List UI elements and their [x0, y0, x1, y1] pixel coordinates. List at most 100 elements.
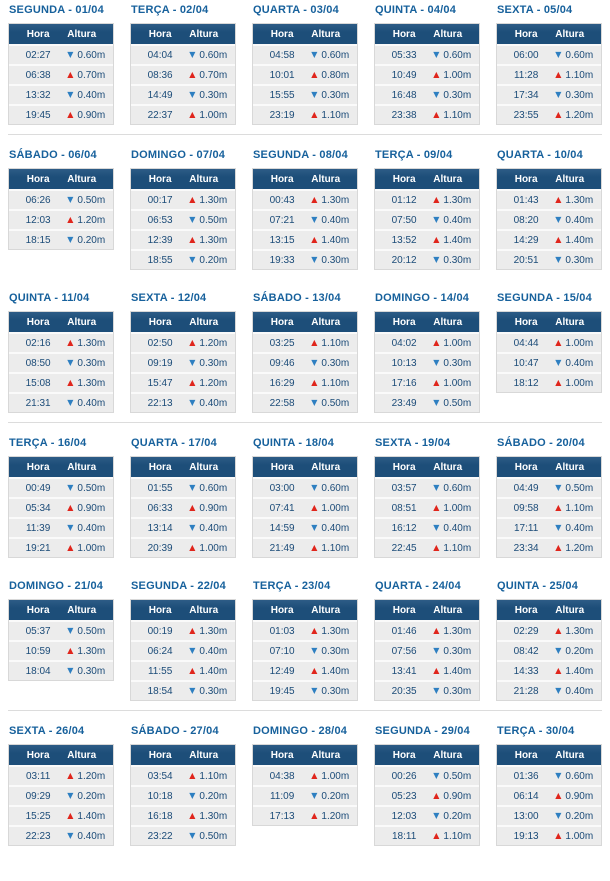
tide-rows: 02:50 ▲ 1.20m 09:19 ▼ 0.30m 15:47 ▲ 1.20m 22:13 ▼ 0… [131, 332, 235, 412]
tide-rising-icon: ▲ [433, 791, 440, 800]
tide-height-cell: ▼ 0.30m [67, 666, 113, 677]
tide-height-cell: ▼ 0.50m [433, 771, 479, 782]
tide-falling-icon: ▼ [311, 215, 318, 224]
tide-height: 1.10m [199, 770, 228, 782]
tide-time: 07:21 [269, 214, 295, 226]
tide-time: 06:33 [147, 502, 173, 514]
tide-table: Hora Altura 06:26 ▼ 0.50m 12:03 ▲ 1.20m 18:15 ▼… [8, 168, 114, 250]
tide-rising-icon: ▲ [555, 378, 562, 387]
tide-height: 0.40m [443, 214, 472, 226]
tide-entry-row: 22:13 ▼ 0.40m [131, 392, 235, 412]
tide-entry-row: 00:19 ▲ 1.30m [131, 620, 235, 640]
tide-entry-row: 01:12 ▲ 1.30m [375, 189, 479, 209]
tide-entry-row: 02:16 ▲ 1.30m [9, 332, 113, 352]
tide-height-cell: ▲ 1.10m [433, 543, 479, 554]
tide-rows: 05:37 ▼ 0.50m 10:59 ▲ 1.30m 18:04 ▼ 0.30m [9, 620, 113, 680]
tide-height-cell: ▼ 0.30m [67, 358, 113, 369]
tide-time: 22:45 [391, 542, 417, 554]
tide-time: 08:50 [25, 357, 51, 369]
tide-height-cell: ▲ 1.10m [311, 110, 357, 121]
tide-rows: 06:26 ▼ 0.50m 12:03 ▲ 1.20m 18:15 ▼ 0.20m [9, 189, 113, 249]
tide-entry-row: 07:50 ▼ 0.40m [375, 209, 479, 229]
tide-entry-row: 23:22 ▼ 0.50m [131, 825, 235, 845]
tide-entry-row: 18:15 ▼ 0.20m [9, 229, 113, 249]
tide-height: 1.00m [77, 542, 106, 554]
tide-table-header: Hora Altura [497, 312, 601, 332]
tide-falling-icon: ▼ [433, 50, 440, 59]
tide-rows: 06:00 ▼ 0.60m 11:28 ▲ 1.10m 17:34 ▼ 0.30m 23:55 ▲ 1… [497, 44, 601, 124]
altura-column-header: Altura [189, 749, 219, 761]
tide-height: 0.40m [321, 522, 350, 534]
tide-rising-icon: ▲ [67, 771, 74, 780]
day-title: TERÇA - 02/04 [131, 4, 209, 16]
tide-time: 02:16 [25, 337, 51, 349]
altura-column-header: Altura [67, 604, 97, 616]
tide-entry-row: 22:58 ▼ 0.50m [253, 392, 357, 412]
tide-height-cell: ▲ 1.30m [189, 811, 235, 822]
tide-entry-row: 13:41 ▲ 1.40m [375, 660, 479, 680]
tide-entry-row: 10:18 ▼ 0.20m [131, 785, 235, 805]
tide-table: Hora Altura 04:58 ▼ 0.60m 10:01 ▲ 0.80m 15:55 ▼… [252, 23, 358, 125]
tide-day-card: TERÇA - 30/04 Hora Altura 01:36 ▼ 0.60m 06:… [496, 725, 602, 846]
tide-falling-icon: ▼ [67, 523, 74, 532]
tide-time: 04:58 [269, 49, 295, 61]
tide-height: 1.40m [443, 665, 472, 677]
tide-height-cell: ▲ 1.10m [555, 70, 601, 81]
day-title: QUARTA - 17/04 [131, 437, 217, 449]
tide-rising-icon: ▲ [189, 666, 196, 675]
tide-time: 01:55 [147, 482, 173, 494]
tide-height: 1.30m [199, 810, 228, 822]
day-title: SEXTA - 05/04 [497, 4, 573, 16]
tide-height: 0.20m [199, 790, 228, 802]
tide-falling-icon: ▼ [67, 398, 74, 407]
altura-column-header: Altura [311, 461, 341, 473]
altura-column-header: Altura [67, 461, 97, 473]
tide-table: Hora Altura 01:36 ▼ 0.60m 06:14 ▲ 0.90m 13:00 ▼… [496, 744, 602, 846]
tide-height-cell: ▼ 0.60m [189, 50, 235, 61]
tide-height-cell: ▼ 0.50m [311, 398, 357, 409]
tide-entry-row: 21:31 ▼ 0.40m [9, 392, 113, 412]
hora-column-header: Hora [148, 316, 172, 328]
tide-entry-row: 16:48 ▼ 0.30m [375, 84, 479, 104]
tide-rising-icon: ▲ [555, 626, 562, 635]
tide-height-cell: ▼ 0.20m [311, 791, 357, 802]
tide-height-cell: ▲ 1.00m [189, 543, 235, 554]
tide-height-cell: ▲ 0.90m [433, 791, 479, 802]
hora-column-header: Hora [514, 28, 538, 40]
tide-entry-row: 17:34 ▼ 0.30m [497, 84, 601, 104]
tide-height: 1.40m [321, 665, 350, 677]
tide-rising-icon: ▲ [189, 811, 196, 820]
tide-falling-icon: ▼ [311, 50, 318, 59]
tide-height-cell: ▼ 0.20m [189, 255, 235, 266]
tide-time: 04:04 [147, 49, 173, 61]
tide-height-cell: ▼ 0.40m [555, 686, 601, 697]
tide-height-cell: ▼ 0.20m [67, 235, 113, 246]
altura-column-header: Altura [311, 749, 341, 761]
tide-day-card: QUARTA - 10/04 Hora Altura 01:43 ▲ 1.30m 08… [496, 149, 602, 270]
tide-table: Hora Altura 03:25 ▲ 1.10m 09:46 ▼ 0.30m 16:29 ▲… [252, 311, 358, 413]
tide-falling-icon: ▼ [189, 523, 196, 532]
tide-entry-row: 02:50 ▲ 1.20m [131, 332, 235, 352]
tide-rising-icon: ▲ [311, 70, 318, 79]
tide-time: 03:54 [147, 770, 173, 782]
tide-entry-row: 04:04 ▼ 0.60m [131, 44, 235, 64]
tide-falling-icon: ▼ [555, 771, 562, 780]
tide-height-cell: ▲ 1.00m [433, 378, 479, 389]
tide-height-cell: ▲ 1.30m [555, 195, 601, 206]
tide-table: Hora Altura 01:46 ▲ 1.30m 07:56 ▼ 0.30m 13:41 ▲… [374, 599, 480, 701]
tide-rows: 03:57 ▼ 0.60m 08:51 ▲ 1.00m 16:12 ▼ 0.40m 22:45 ▲ 1… [375, 477, 479, 557]
tide-time: 13:00 [513, 810, 539, 822]
tide-time: 19:33 [269, 254, 295, 266]
section-divider [8, 134, 602, 135]
tide-height-cell: ▼ 0.60m [189, 483, 235, 494]
tide-height-cell: ▼ 0.60m [433, 483, 479, 494]
tide-rising-icon: ▲ [433, 235, 440, 244]
tide-table-header: Hora Altura [131, 745, 235, 765]
tide-entry-row: 16:18 ▲ 1.30m [131, 805, 235, 825]
week-row: DOMINGO - 21/04 Hora Altura 05:37 ▼ 0.50m 1… [8, 580, 602, 701]
tide-entry-row: 01:36 ▼ 0.60m [497, 765, 601, 785]
tide-falling-icon: ▼ [189, 90, 196, 99]
tide-entry-row: 13:00 ▼ 0.20m [497, 805, 601, 825]
tide-height-cell: ▼ 0.40m [555, 358, 601, 369]
